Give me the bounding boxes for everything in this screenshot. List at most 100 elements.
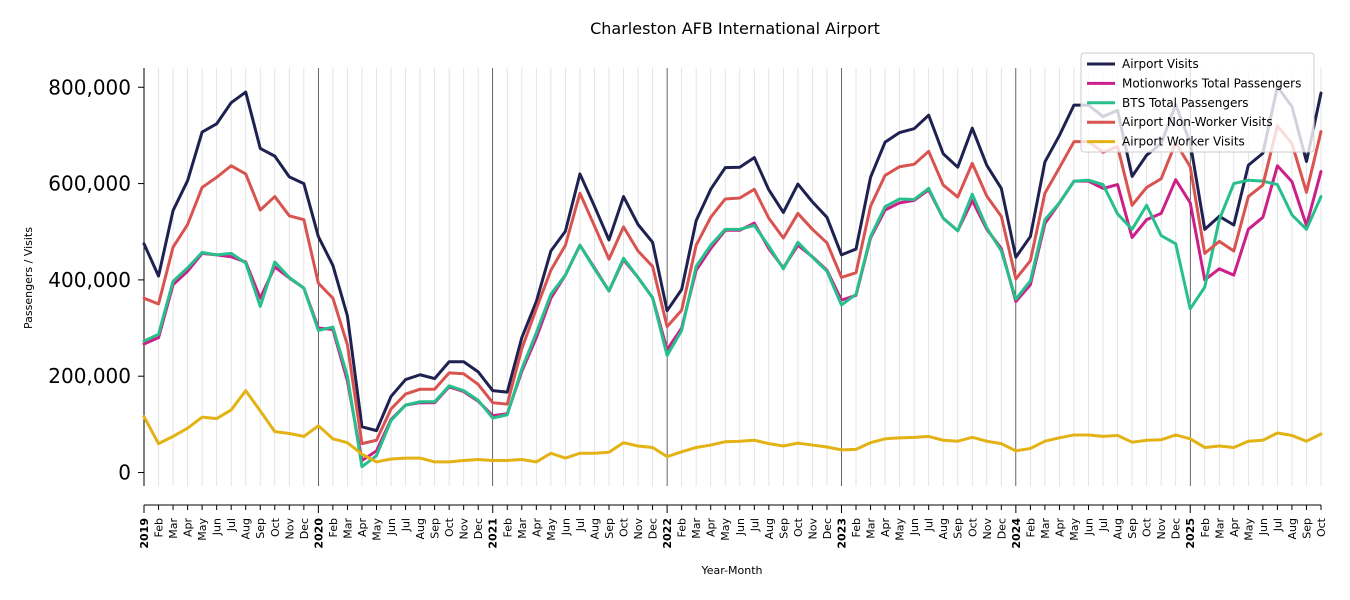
x-tick-label-month: Mar: [1213, 518, 1226, 539]
x-tick-label-month: Nov: [458, 518, 471, 540]
x-tick-label-month: Sep: [777, 518, 790, 539]
x-tick-label-month: Nov: [283, 518, 296, 540]
x-tick-label-month: Sep: [1126, 518, 1139, 539]
series-lines: [142, 85, 1323, 469]
x-axis-ticks: 2019 Feb Mar Apr May Jun Jul Aug Sep Oct Nov Dec 202…: [138, 505, 1328, 549]
x-tick-label-month: Jun: [908, 518, 921, 536]
x-tick-label-month: Dec: [995, 518, 1008, 539]
x-tick-label-month: Oct: [966, 517, 979, 537]
x-tick-label-month: Jun: [385, 518, 398, 536]
x-tick-label-year: 2022: [661, 518, 674, 549]
x-tick-label-month: Jul: [225, 518, 238, 532]
x-tick-label-month: May: [1068, 518, 1081, 541]
legend-label: Airport Non-Worker Visits: [1122, 115, 1273, 129]
x-tick-label-year: 2019: [138, 518, 151, 549]
x-tick-label-month: Oct: [1315, 517, 1328, 537]
x-tick-label-month: Sep: [429, 518, 442, 539]
x-tick-label-month: Apr: [1228, 518, 1241, 538]
x-tick-label-month: Feb: [1199, 518, 1212, 537]
x-tick-label-month: Mar: [1039, 518, 1052, 539]
series-line-3: [142, 124, 1323, 446]
series-line-2: [142, 178, 1323, 469]
x-tick-label-month: Apr: [530, 518, 543, 538]
x-tick-label-month: Apr: [705, 518, 718, 538]
x-tick-label-month: Oct: [443, 517, 456, 537]
x-tick-label-month: Oct: [1141, 517, 1154, 537]
x-tick-label-year: 2023: [835, 518, 848, 549]
x-tick-label-month: Mar: [341, 518, 354, 539]
x-tick-label-month: Apr: [356, 518, 369, 538]
x-tick-label-month: Apr: [879, 518, 892, 538]
x-tick-label-month: Jul: [574, 518, 587, 532]
x-tick-label-month: Oct: [792, 517, 805, 537]
y-tick-label: 200,000: [48, 364, 131, 388]
x-tick-label-month: Mar: [865, 518, 878, 539]
y-axis-ticks: 0 200,000 400,000 600,000 800,000: [48, 75, 144, 485]
y-tick-label: 600,000: [48, 172, 131, 196]
x-tick-label-month: Sep: [1300, 518, 1313, 539]
legend: Airport Visits Motionworks Total Passenge…: [1080, 52, 1315, 153]
x-tick-label-month: Apr: [1053, 518, 1066, 538]
x-tick-label-month: Jul: [400, 518, 413, 532]
x-tick-label-month: Dec: [821, 518, 834, 539]
x-tick-label-month: Nov: [806, 518, 819, 540]
x-tick-label-month: Dec: [647, 518, 660, 539]
x-tick-label-month: Sep: [603, 518, 616, 539]
x-tick-label-year: 2020: [312, 518, 325, 549]
x-tick-label-year: 2021: [487, 518, 500, 549]
x-tick-label-month: May: [545, 518, 558, 541]
x-tick-label-month: Mar: [516, 518, 529, 539]
x-tick-label-month: May: [370, 518, 383, 541]
x-tick-label-month: Oct: [269, 517, 282, 537]
x-tick-label-month: Nov: [1155, 518, 1168, 540]
x-tick-label-month: Feb: [850, 518, 863, 537]
x-tick-label-month: Aug: [763, 518, 776, 539]
x-tick-label-month: May: [719, 518, 732, 541]
x-tick-label-month: Aug: [414, 518, 427, 539]
x-tick-label-month: Mar: [167, 518, 180, 539]
x-tick-label-month: Jun: [559, 518, 572, 536]
x-tick-label-month: Nov: [981, 518, 994, 540]
x-tick-label-month: Apr: [182, 518, 195, 538]
legend-label: Airport Worker Visits: [1122, 135, 1245, 149]
x-tick-label-month: Sep: [254, 518, 267, 539]
x-tick-label-year: 2025: [1184, 518, 1197, 549]
legend-label: Motionworks Total Passengers: [1122, 76, 1301, 90]
y-axis-label: Passengers / Visits: [22, 227, 35, 329]
x-tick-label-year: 2024: [1010, 518, 1023, 549]
x-tick-label-month: Oct: [618, 517, 631, 537]
x-tick-label-month: Aug: [1112, 518, 1125, 539]
series-line-4: [142, 389, 1323, 464]
x-tick-label-month: Aug: [1286, 518, 1299, 539]
x-tick-label-month: May: [894, 518, 907, 541]
x-tick-label-month: Feb: [1024, 518, 1037, 537]
y-tick-label: 400,000: [48, 268, 131, 292]
y-tick-label: 0: [118, 461, 131, 485]
y-tick-label: 800,000: [48, 75, 131, 99]
chart-title: Charleston AFB International Airport: [590, 19, 880, 38]
x-tick-label-month: Jun: [1083, 518, 1096, 536]
x-tick-label-month: Jun: [1257, 518, 1270, 536]
legend-label: Airport Visits: [1122, 57, 1199, 71]
x-tick-label-month: Jul: [923, 518, 936, 532]
x-tick-label-month: Dec: [1170, 518, 1183, 539]
x-tick-label-month: Feb: [676, 518, 689, 537]
x-tick-label-month: Sep: [952, 518, 965, 539]
x-tick-label-month: Dec: [298, 518, 311, 539]
x-tick-label-month: May: [196, 518, 209, 541]
x-tick-label-month: Jul: [1097, 518, 1110, 532]
x-tick-label-month: Feb: [501, 518, 514, 537]
x-tick-label-month: Aug: [937, 518, 950, 539]
x-tick-label-month: Aug: [588, 518, 601, 539]
x-tick-label-month: Jun: [734, 518, 747, 536]
x-tick-label-month: Nov: [632, 518, 645, 540]
x-tick-label-month: Jun: [211, 518, 224, 536]
x-axis-label: Year-Month: [700, 564, 762, 577]
x-tick-label-month: Aug: [240, 518, 253, 539]
x-tick-label-month: May: [1242, 518, 1255, 541]
legend-box: [1080, 52, 1315, 153]
x-tick-label-month: Mar: [690, 518, 703, 539]
x-tick-label-month: Feb: [153, 518, 166, 537]
x-tick-label-month: Feb: [327, 518, 340, 537]
